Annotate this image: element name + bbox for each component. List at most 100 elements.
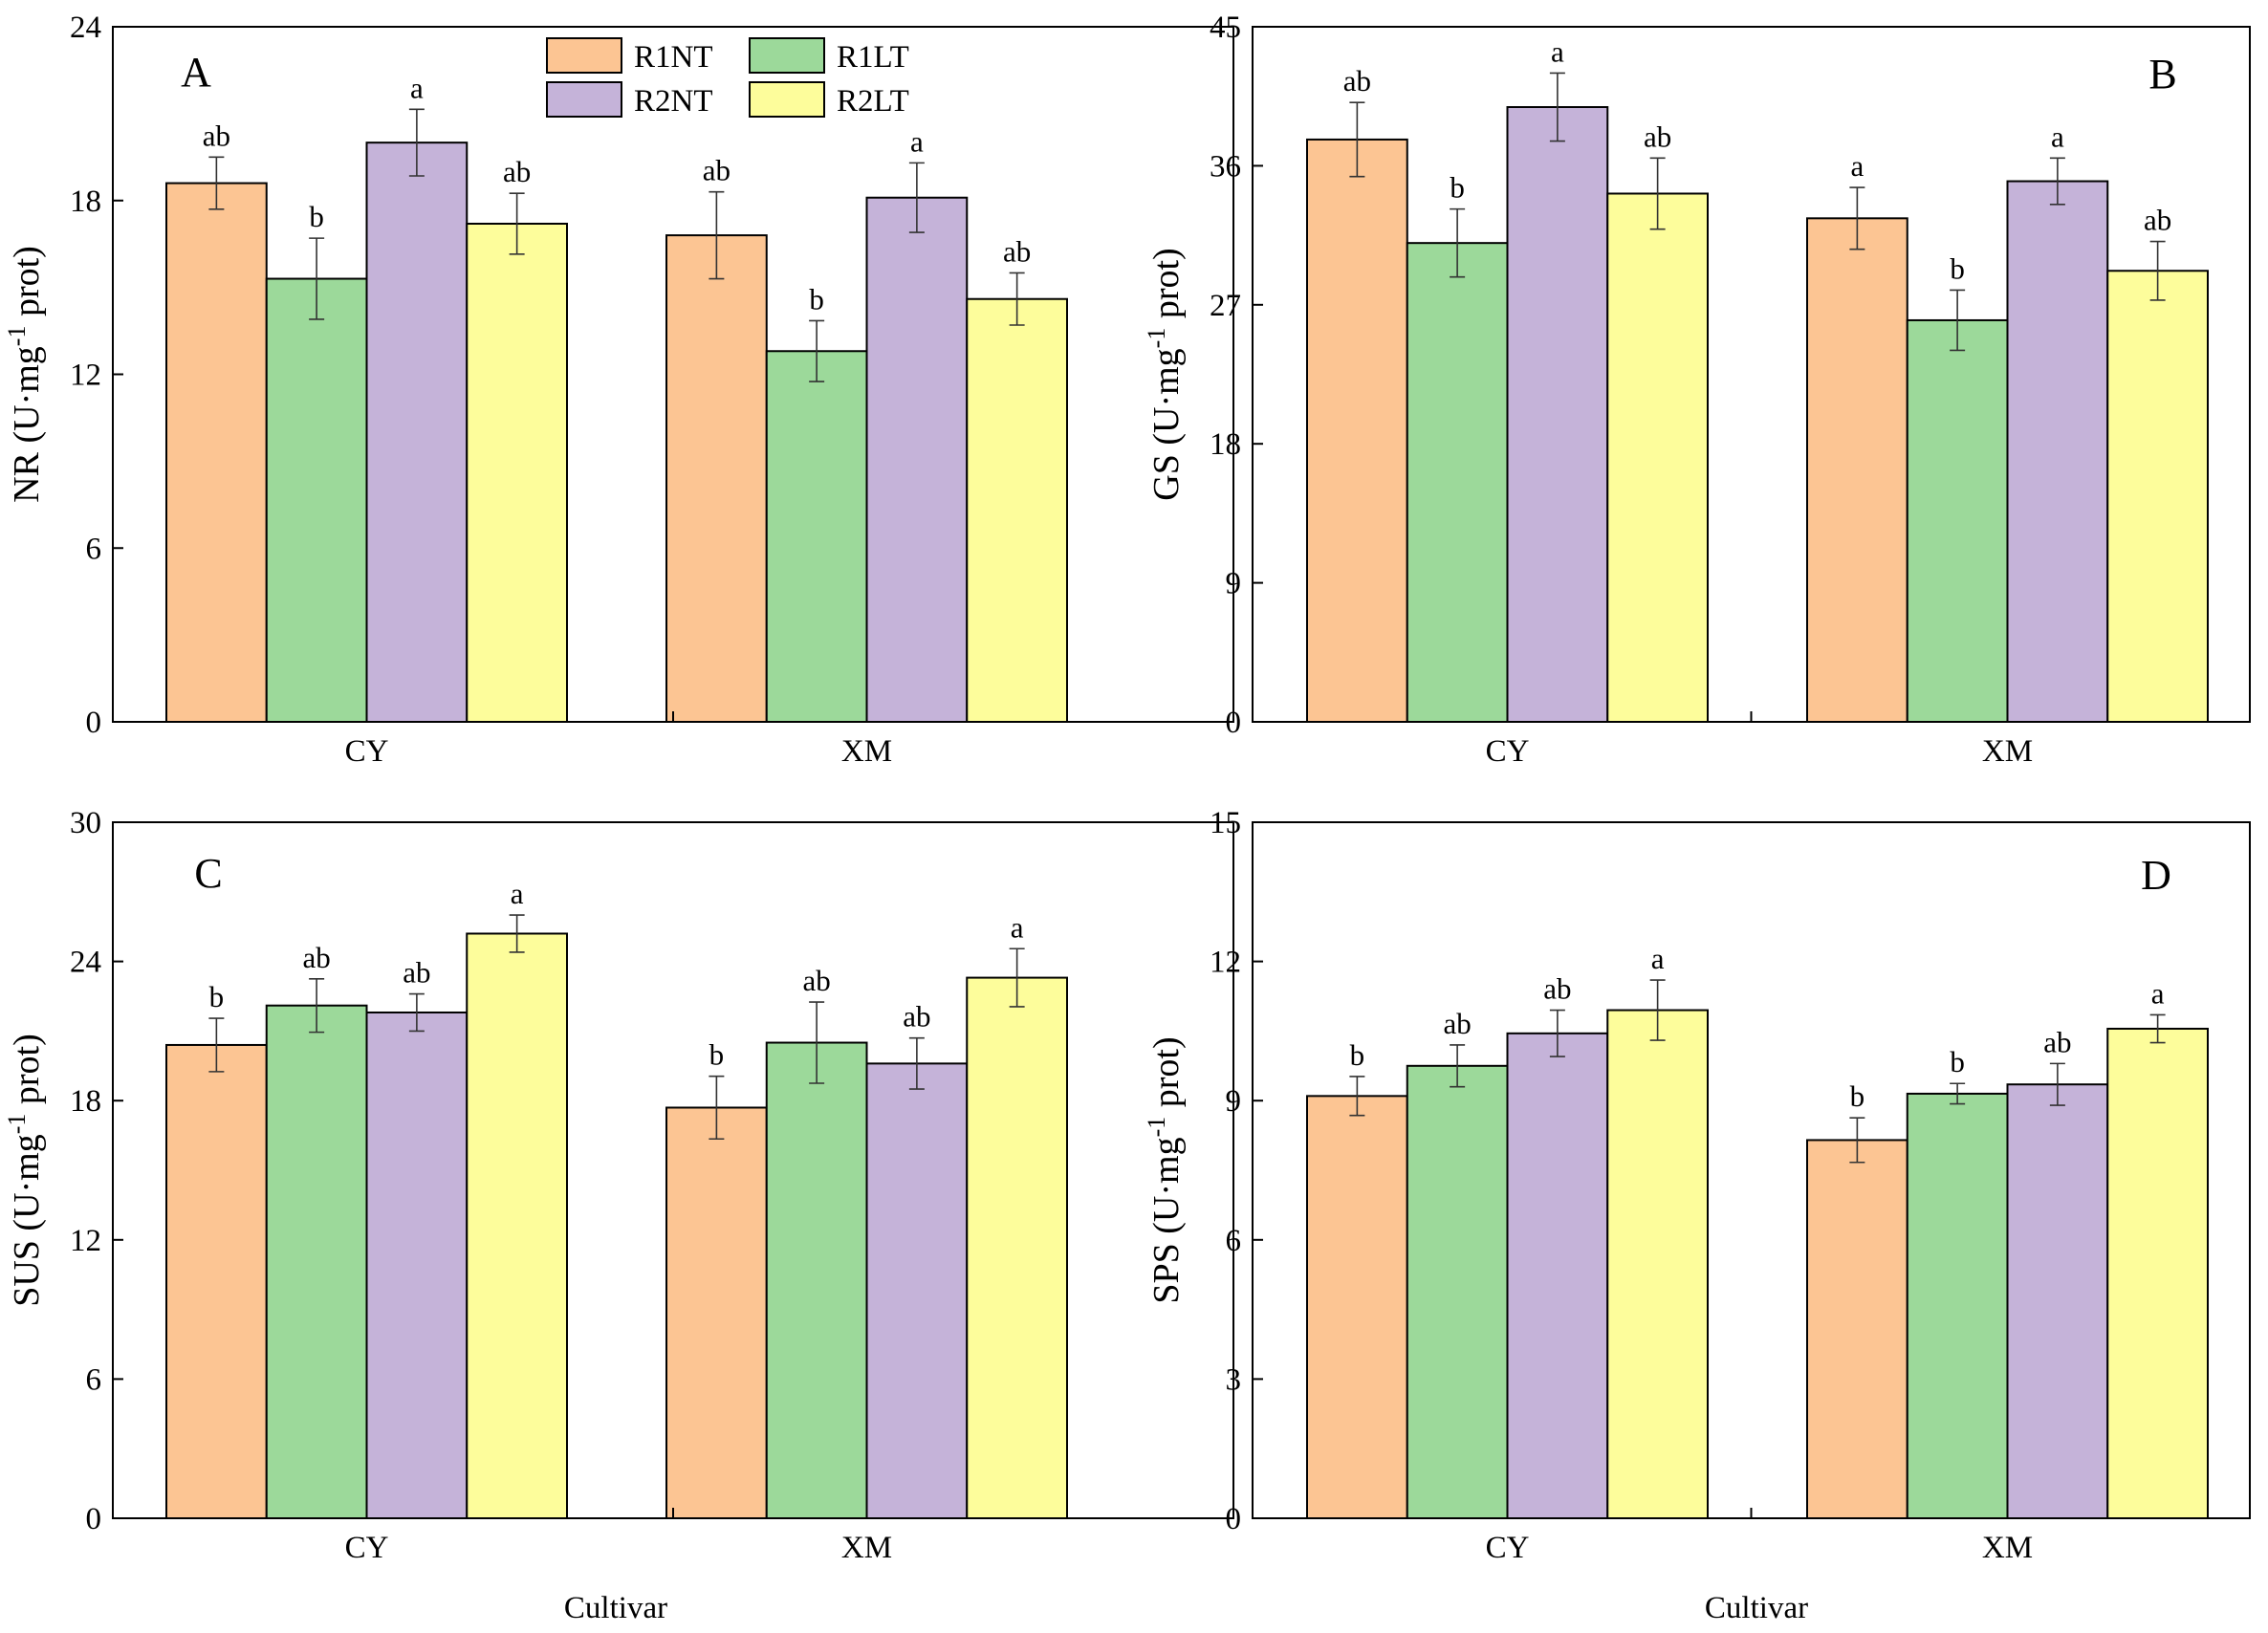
x-category-label: CY: [345, 1531, 389, 1565]
significance-label: b: [1350, 1038, 1365, 1072]
significance-label: b: [209, 980, 225, 1013]
y-axis-label-superscript: -1: [1143, 1117, 1170, 1138]
bar-r2lt-xm: [2106, 1027, 2209, 1520]
legend-swatch-r1lt: [749, 37, 825, 74]
bar-r2lt-xm: [966, 976, 1068, 1519]
y-tick-label: 0: [86, 706, 102, 740]
x-category-label: CY: [1486, 734, 1530, 769]
y-axis-label: GS (U·mg-1 prot): [1143, 248, 1187, 500]
significance-label: a: [511, 877, 524, 910]
bar-r1nt-xm: [665, 1106, 768, 1519]
bar-r2nt-cy: [1506, 106, 1609, 723]
bar-r1nt-cy: [165, 182, 268, 723]
y-tick-label: 0: [86, 1502, 102, 1536]
y-axis-label: SPS (U·mg-1 prot): [1143, 1036, 1187, 1303]
significance-label: ab: [403, 956, 430, 990]
x-category-label: CY: [345, 734, 389, 769]
y-tick-label: 0: [1226, 1502, 1242, 1536]
bar-r1lt-xm: [765, 1041, 868, 1519]
y-axis-label: NR (U·mg-1 prot): [3, 246, 47, 503]
bar-r2nt-xm: [2006, 180, 2109, 724]
significance-label: a: [910, 124, 924, 158]
bar-r1lt-xm: [1906, 318, 2009, 723]
significance-label: ab: [2043, 1025, 2071, 1058]
y-tick-label: 6: [86, 1362, 102, 1397]
significance-label: a: [1651, 942, 1665, 975]
significance-label: b: [709, 1038, 725, 1072]
significance-label: a: [1551, 34, 1564, 68]
y-axis-label-name: NR (U·mg: [7, 346, 47, 503]
y-axis-label-unit: prot): [7, 246, 47, 325]
bar-r2lt-xm: [966, 297, 1068, 723]
legend-swatch-r1nt: [546, 37, 622, 74]
y-axis-label-name: SUS (U·mg: [7, 1134, 47, 1307]
x-category-label: XM: [1982, 1531, 2033, 1565]
bar-r1nt-xm: [1806, 1139, 1908, 1520]
bar-r1lt-cy: [265, 277, 368, 723]
significance-label: a: [2051, 120, 2064, 153]
y-tick-label: 27: [1210, 289, 1241, 323]
y-tick-label: 12: [1210, 946, 1241, 980]
significance-label: a: [1850, 149, 1864, 183]
significance-label: ab: [203, 119, 230, 152]
x-category-label: XM: [841, 1531, 892, 1565]
bar-r2lt-xm: [2106, 270, 2209, 723]
bar-r1nt-xm: [665, 234, 768, 723]
bar-r1lt-xm: [765, 350, 868, 723]
x-axis-title-left: Cultivar: [564, 1591, 667, 1625]
bar-r2lt-cy: [1606, 192, 1709, 724]
panel-letter: D: [2141, 852, 2171, 899]
significance-label: b: [1850, 1079, 1865, 1113]
significance-label: ab: [302, 941, 330, 974]
bar-r2lt-cy: [466, 222, 568, 723]
y-axis-label-name: GS (U·mg: [1146, 348, 1187, 500]
significance-label: ab: [1343, 64, 1371, 98]
y-axis-label-unit: prot): [7, 1034, 47, 1113]
significance-label: ab: [802, 964, 830, 997]
y-tick-label: 0: [1226, 706, 1242, 740]
significance-label: ab: [1543, 972, 1571, 1006]
y-tick-label: 24: [70, 11, 101, 45]
bar-r1lt-xm: [1906, 1092, 2009, 1520]
y-tick-label: 3: [1226, 1362, 1242, 1397]
significance-label: a: [410, 71, 424, 104]
y-axis-label-superscript: -1: [1143, 328, 1170, 349]
bar-r2nt-xm: [2006, 1083, 2109, 1520]
bar-r2lt-cy: [466, 932, 568, 1519]
bar-r1nt-cy: [1306, 1095, 1408, 1519]
y-axis-label-unit: prot): [1146, 248, 1187, 327]
significance-label: b: [1950, 1045, 1965, 1078]
significance-label: ab: [1443, 1007, 1471, 1040]
bar-r1nt-xm: [1806, 217, 1908, 723]
panel-d: b b ab b ab ab a a 0 3 6 9 12 15 CY XM D SPS (U·mg-1 prot…: [1143, 806, 2251, 1565]
x-category-label: CY: [1486, 1531, 1530, 1565]
y-axis-label-name: SPS (U·mg: [1146, 1137, 1187, 1303]
significance-label: a: [2151, 976, 2165, 1010]
y-tick-label: 18: [70, 1084, 101, 1119]
legend-label-r2nt: R2NT: [634, 84, 713, 119]
legend-swatch-r2lt: [749, 81, 825, 118]
significance-label: a: [1011, 910, 1024, 944]
x-category-label: XM: [841, 734, 892, 769]
x-axis-title-right: Cultivar: [1705, 1591, 1808, 1625]
y-tick-label: 45: [1210, 11, 1241, 45]
y-tick-label: 18: [1210, 427, 1241, 462]
significance-label: ab: [903, 1000, 930, 1034]
bar-r2nt-cy: [1506, 1032, 1609, 1519]
y-axis-label: SUS (U·mg-1 prot): [3, 1034, 47, 1307]
y-tick-label: 12: [70, 1224, 101, 1258]
y-tick-label: 18: [70, 185, 101, 219]
panel-letter: A: [181, 49, 211, 96]
significance-label: ab: [1644, 120, 1671, 153]
legend-label-r1nt: R1NT: [634, 40, 713, 75]
significance-label: b: [1950, 251, 1965, 285]
legend-label-r2lt: R2LT: [837, 84, 909, 119]
y-tick-label: 6: [1226, 1224, 1242, 1258]
bar-r2nt-xm: [865, 196, 969, 724]
significance-label: b: [809, 282, 824, 316]
bar-r1nt-cy: [165, 1043, 268, 1519]
bar-r2nt-xm: [865, 1062, 969, 1519]
x-category-label: XM: [1982, 734, 2033, 769]
